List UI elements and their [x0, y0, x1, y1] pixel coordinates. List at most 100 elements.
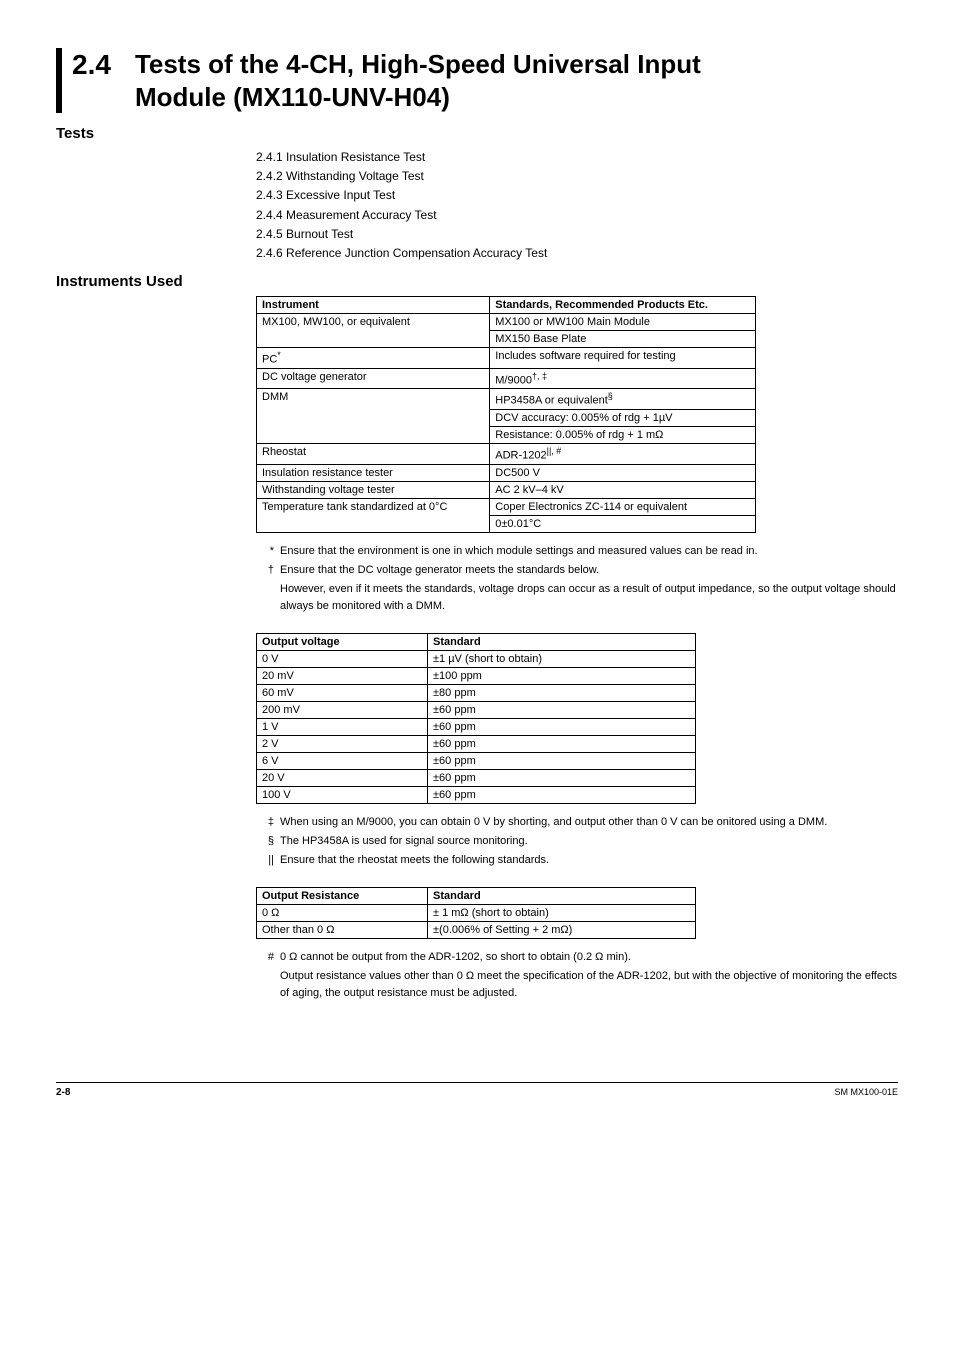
note-marker: [256, 581, 280, 615]
instruments-col1: Instrument: [257, 297, 490, 314]
instruments-heading: Instruments Used: [56, 273, 898, 290]
sup-marker: *: [277, 350, 281, 360]
table-row: 2 V±60 ppm: [257, 735, 696, 752]
table-cell: M/9000†, ‡: [490, 368, 756, 389]
output-voltage-table: Output voltage Standard 0 V±1 µV (short …: [256, 633, 696, 804]
cell-text: Insulation resistance tester: [262, 467, 393, 479]
table-row: Insulation resistance tester DC500 V: [257, 464, 756, 481]
table-row: DC voltage generator M/9000†, ‡: [257, 368, 756, 389]
note-row: However, even if it meets the standards,…: [256, 581, 898, 615]
test-item: 2.4.5 Burnout Test: [256, 225, 898, 244]
table-cell: ±60 ppm: [428, 701, 696, 718]
table-cell: Resistance: 0.005% of rdg + 1 mΩ: [490, 427, 756, 444]
table-cell: Rheostat: [257, 444, 490, 465]
table-cell: ±80 ppm: [428, 684, 696, 701]
sup-marker: †, ‡: [532, 371, 547, 381]
instruments-table: Instrument Standards, Recommended Produc…: [256, 296, 756, 533]
note-marker: *: [256, 543, 280, 560]
cell-text: Temperature tank standardized at 0°C: [262, 501, 447, 513]
note-marker: ||: [256, 852, 280, 869]
table-cell: DMM: [257, 389, 490, 444]
cell-text: Includes software required for testing: [495, 350, 675, 362]
table-cell: Insulation resistance tester: [257, 464, 490, 481]
resistance-col2: Standard: [428, 888, 696, 905]
table-row: 200 mV±60 ppm: [257, 701, 696, 718]
cell-text: Withstanding voltage tester: [262, 484, 395, 496]
table-row: 60 mV±80 ppm: [257, 684, 696, 701]
table-cell: ±60 ppm: [428, 786, 696, 803]
note-row: # 0 Ω cannot be output from the ADR-1202…: [256, 949, 898, 966]
table-cell: 1 V: [257, 718, 428, 735]
table-cell: Temperature tank standardized at 0°C: [257, 498, 490, 532]
table-row: 1 V±60 ppm: [257, 718, 696, 735]
note-marker: [256, 968, 280, 1002]
table-cell: 0 V: [257, 650, 428, 667]
notes-block-2: ‡ When using an M/9000, you can obtain 0…: [256, 814, 898, 869]
section-number: 2.4: [72, 48, 111, 82]
cell-text: HP3458A or equivalent: [495, 395, 608, 407]
table-cell: ±60 ppm: [428, 769, 696, 786]
doc-id: SM MX100-01E: [834, 1087, 898, 1098]
section-title-line2: Module (MX110-UNV-H04): [135, 82, 450, 112]
table-row: 6 V±60 ppm: [257, 752, 696, 769]
test-item: 2.4.2 Withstanding Voltage Test: [256, 167, 898, 186]
table-cell: ADR-1202||, #: [490, 444, 756, 465]
note-row: Output resistance values other than 0 Ω …: [256, 968, 898, 1002]
table-cell: MX100, MW100, or equivalent: [257, 314, 490, 348]
note-marker: ‡: [256, 814, 280, 831]
table-cell: DC500 V: [490, 464, 756, 481]
note-text: 0 Ω cannot be output from the ADR-1202, …: [280, 949, 898, 966]
note-row: ‡ When using an M/9000, you can obtain 0…: [256, 814, 898, 831]
cell-text: ADR-1202: [495, 450, 546, 462]
cell-text: PC: [262, 354, 277, 366]
output-resistance-table: Output Resistance Standard 0 Ω± 1 mΩ (sh…: [256, 887, 696, 939]
cell-text: DC500 V: [495, 467, 540, 479]
note-marker: #: [256, 949, 280, 966]
table-cell: 0 Ω: [257, 905, 428, 922]
table-cell: 60 mV: [257, 684, 428, 701]
cell-text: AC 2 kV–4 kV: [495, 484, 563, 496]
page-footer: 2-8 SM MX100-01E: [56, 1082, 898, 1098]
cell-text: Rheostat: [262, 446, 306, 458]
table-cell: 200 mV: [257, 701, 428, 718]
table-cell: ±60 ppm: [428, 735, 696, 752]
table-cell: PC*: [257, 348, 490, 369]
table-cell: MX150 Base Plate: [490, 331, 756, 348]
instruments-col2: Standards, Recommended Products Etc.: [490, 297, 756, 314]
table-cell: Coper Electronics ZC-114 or equivalent: [490, 498, 756, 515]
note-row: * Ensure that the environment is one in …: [256, 543, 898, 560]
table-cell: 2 V: [257, 735, 428, 752]
table-row: 0 Ω± 1 mΩ (short to obtain): [257, 905, 696, 922]
table-cell: Withstanding voltage tester: [257, 481, 490, 498]
table-cell: ±60 ppm: [428, 718, 696, 735]
table-row: 0 V±1 µV (short to obtain): [257, 650, 696, 667]
table-row: Other than 0 Ω±(0.006% of Setting + 2 mΩ…: [257, 922, 696, 939]
table-header-row: Instrument Standards, Recommended Produc…: [257, 297, 756, 314]
table-cell: ± 1 mΩ (short to obtain): [428, 905, 696, 922]
table-cell: DCV accuracy: 0.005% of rdg + 1µV: [490, 410, 756, 427]
cell-text: DMM: [262, 391, 288, 403]
notes-block-3: # 0 Ω cannot be output from the ADR-1202…: [256, 949, 898, 1002]
tests-heading: Tests: [56, 125, 898, 142]
note-text: Ensure that the environment is one in wh…: [280, 543, 898, 560]
table-row: Temperature tank standardized at 0°C Cop…: [257, 498, 756, 515]
test-item: 2.4.1 Insulation Resistance Test: [256, 148, 898, 167]
table-cell: ±60 ppm: [428, 752, 696, 769]
note-marker: §: [256, 833, 280, 850]
sup-marker: ||, #: [547, 446, 562, 456]
note-text: However, even if it meets the standards,…: [280, 581, 898, 615]
cell-text: MX100 or MW100 Main Module: [495, 316, 650, 328]
table-cell: MX100 or MW100 Main Module: [490, 314, 756, 331]
table-row: 20 V±60 ppm: [257, 769, 696, 786]
tests-list: 2.4.1 Insulation Resistance Test 2.4.2 W…: [256, 148, 898, 263]
section-header: 2.4 Tests of the 4-CH, High-Speed Univer…: [56, 48, 898, 113]
note-marker: †: [256, 562, 280, 579]
resistance-col1: Output Resistance: [257, 888, 428, 905]
note-row: § The HP3458A is used for signal source …: [256, 833, 898, 850]
notes-block-1: * Ensure that the environment is one in …: [256, 543, 898, 615]
output-col1: Output voltage: [257, 633, 428, 650]
note-text: When using an M/9000, you can obtain 0 V…: [280, 814, 898, 831]
section-title: Tests of the 4-CH, High-Speed Universal …: [135, 48, 701, 113]
table-row: DMM HP3458A or equivalent§: [257, 389, 756, 410]
table-cell: AC 2 kV–4 kV: [490, 481, 756, 498]
